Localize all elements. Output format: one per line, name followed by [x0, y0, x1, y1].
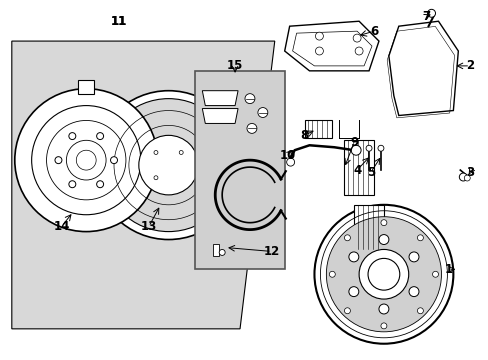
Circle shape	[348, 252, 358, 262]
Circle shape	[408, 287, 418, 297]
Circle shape	[378, 304, 388, 314]
Circle shape	[110, 157, 117, 164]
Bar	[78, 80, 94, 94]
Text: 11: 11	[111, 15, 127, 28]
Polygon shape	[284, 21, 378, 71]
Text: 1: 1	[444, 263, 451, 276]
Circle shape	[427, 9, 435, 17]
Circle shape	[325, 217, 441, 332]
Circle shape	[417, 235, 423, 241]
Circle shape	[97, 132, 103, 140]
Circle shape	[244, 94, 254, 104]
Circle shape	[139, 135, 198, 195]
Circle shape	[179, 150, 183, 154]
Circle shape	[432, 271, 438, 277]
Circle shape	[55, 157, 62, 164]
Circle shape	[366, 145, 371, 151]
Circle shape	[367, 258, 399, 290]
Circle shape	[154, 150, 158, 154]
Text: 6: 6	[369, 24, 377, 38]
Text: 4: 4	[352, 163, 361, 176]
Circle shape	[328, 271, 335, 277]
Polygon shape	[202, 91, 238, 105]
Circle shape	[97, 181, 103, 188]
Circle shape	[358, 249, 408, 299]
Circle shape	[377, 145, 383, 151]
Circle shape	[344, 235, 350, 241]
Text: 7: 7	[422, 10, 430, 23]
Bar	[344, 140, 373, 195]
Circle shape	[286, 158, 294, 166]
Circle shape	[354, 47, 362, 55]
Circle shape	[257, 108, 267, 117]
Circle shape	[458, 173, 467, 181]
Text: 13: 13	[141, 220, 157, 233]
Bar	[213, 244, 219, 256]
Circle shape	[246, 123, 256, 133]
Bar	[353, 205, 383, 249]
Circle shape	[15, 89, 157, 231]
Bar	[304, 121, 332, 138]
Circle shape	[154, 176, 158, 180]
Circle shape	[314, 205, 452, 344]
Circle shape	[315, 47, 323, 55]
Text: 9: 9	[349, 136, 358, 149]
Circle shape	[348, 287, 358, 297]
Circle shape	[408, 252, 418, 262]
Circle shape	[344, 308, 350, 314]
Text: 14: 14	[53, 220, 69, 233]
Text: 5: 5	[366, 166, 374, 179]
Polygon shape	[202, 109, 238, 123]
Circle shape	[380, 220, 386, 226]
Text: 12: 12	[263, 245, 279, 258]
Circle shape	[380, 323, 386, 329]
Bar	[195, 71, 284, 269]
Text: 15: 15	[226, 59, 243, 72]
Circle shape	[378, 235, 388, 244]
Text: 10: 10	[279, 149, 295, 162]
Circle shape	[102, 99, 235, 231]
Polygon shape	[388, 21, 457, 116]
Circle shape	[352, 34, 360, 42]
Text: 2: 2	[465, 59, 473, 72]
Circle shape	[219, 249, 224, 255]
Circle shape	[350, 145, 360, 155]
Text: 11: 11	[111, 15, 127, 28]
Text: 3: 3	[465, 166, 473, 179]
Circle shape	[69, 181, 76, 188]
Circle shape	[417, 308, 423, 314]
Circle shape	[463, 175, 469, 181]
Circle shape	[69, 132, 76, 140]
Text: 8: 8	[300, 129, 308, 142]
Circle shape	[94, 91, 243, 239]
Polygon shape	[12, 41, 274, 329]
Circle shape	[315, 32, 323, 40]
